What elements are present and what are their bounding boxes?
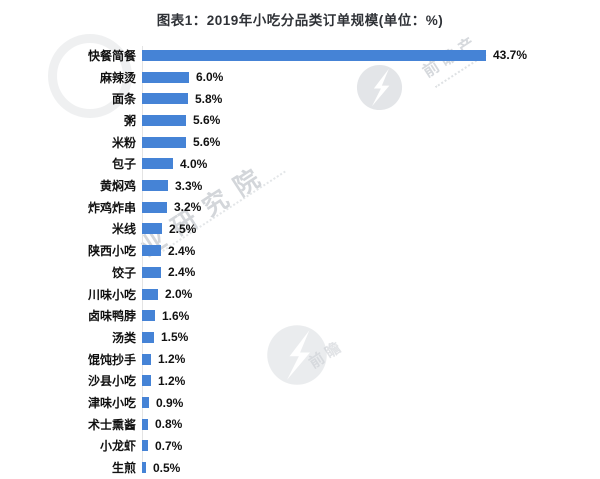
bar-row: 馄饨抄手 1.2% [0,348,600,370]
bar [142,266,161,278]
category-label: 陕西小吃 [87,244,136,259]
bar [142,440,148,452]
value-label: 5.6% [193,135,221,150]
category-label: 津味小吃 [87,396,136,411]
y-axis-baseline [142,46,143,470]
bar [142,71,189,83]
bar-row: 津味小吃 0.9% [0,392,600,414]
bar [142,223,162,235]
category-label: 黄焖鸡 [99,179,136,194]
category-label: 米线 [111,222,136,237]
bar [142,397,149,409]
value-label: 1.5% [161,330,189,345]
bar-row: 快餐简餐 43.7% [0,45,600,67]
value-label: 2.4% [168,265,196,280]
bar-row: 炸鸡炸串 3.2% [0,196,600,218]
value-label: 2.4% [168,243,196,258]
bar [142,288,158,300]
chart-title: 图表1：2019年小吃分品类订单规模(单位：%) [156,13,444,28]
bar [142,375,151,387]
bar [142,462,146,474]
value-label: 5.6% [193,113,221,128]
value-label: 0.7% [155,438,183,453]
bar-row: 沙县小吃 1.2% [0,370,600,392]
category-label: 包子 [111,157,136,172]
value-label: 0.9% [156,395,184,410]
bar-row: 粥 5.6% [0,110,600,132]
bar-row: 面条 5.8% [0,88,600,110]
category-label: 汤类 [111,330,136,345]
bar-row: 饺子 2.4% [0,262,600,284]
bar-row: 陕西小吃 2.4% [0,240,600,262]
bar-row: 包子 4.0% [0,153,600,175]
bar-row: 卤味鸭脖 1.6% [0,305,600,327]
value-label: 3.2% [174,200,202,215]
bar [142,201,167,213]
category-label: 米粉 [111,135,136,150]
bar-row: 川味小吃 2.0% [0,283,600,305]
bar [142,93,188,105]
bar-row: 麻辣烫 6.0% [0,66,600,88]
bar-row: 小龙虾 0.7% [0,435,600,457]
category-label: 沙县小吃 [87,374,136,389]
category-label: 生煎 [111,461,136,476]
bar [142,418,148,430]
bar-row: 米线 2.5% [0,218,600,240]
bar [142,49,486,61]
value-label: 43.7% [493,48,528,63]
value-label: 1.2% [158,373,186,388]
category-label: 粥 [123,113,136,128]
bar [142,136,186,148]
bar-row: 米粉 5.6% [0,131,600,153]
bar-row: 术士熏酱 0.8% [0,413,600,435]
category-label: 卤味鸭脖 [87,309,136,324]
category-label: 面条 [111,92,136,107]
bar [142,158,173,170]
value-label: 2.5% [169,221,197,236]
value-label: 2.0% [165,287,193,302]
value-label: 6.0% [196,70,224,85]
value-label: 0.5% [153,460,181,475]
bar-row: 汤类 1.5% [0,327,600,349]
category-label: 炸鸡炸串 [87,200,136,215]
bar-row: 生煎 0.5% [0,457,600,479]
category-label: 麻辣烫 [99,70,136,85]
category-label: 馄饨抄手 [87,352,136,367]
bar [142,310,155,322]
value-label: 1.2% [158,352,186,367]
bar-row: 黄焖鸡 3.3% [0,175,600,197]
category-label: 川味小吃 [87,287,136,302]
category-label: 快餐简餐 [87,48,136,63]
bar [142,180,168,192]
bar [142,331,154,343]
value-label: 0.8% [155,417,183,432]
category-label: 饺子 [111,265,136,280]
bar [142,114,186,126]
value-label: 5.8% [195,91,223,106]
bar [142,353,151,365]
bar [142,245,161,257]
value-label: 1.6% [162,308,190,323]
category-label: 术士熏酱 [87,417,136,432]
value-label: 3.3% [175,178,203,193]
value-label: 4.0% [180,156,208,171]
category-label: 小龙虾 [99,439,136,454]
